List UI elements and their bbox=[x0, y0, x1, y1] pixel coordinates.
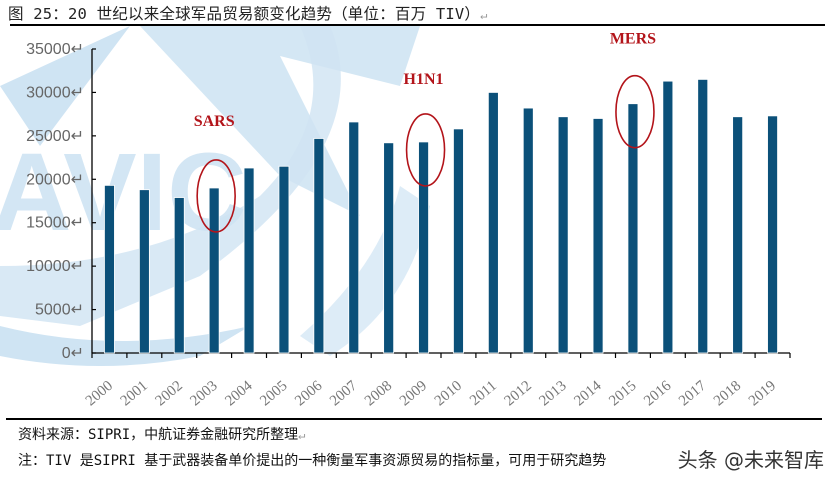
bar-2011 bbox=[487, 92, 499, 354]
x-tick-label: 2013 bbox=[536, 378, 569, 410]
bar-2004 bbox=[243, 167, 255, 354]
y-tick-label: 30000↵ bbox=[26, 84, 84, 101]
note-text: 注：TIV 是SIPRI 基于武器装备单价提出的一种衡量军事资源贸易的指标量，可… bbox=[18, 453, 607, 469]
x-tick-label: 2001 bbox=[118, 378, 151, 410]
return-mark: ↵ bbox=[480, 8, 488, 22]
footer-rule bbox=[6, 418, 822, 420]
x-tick-label: 2007 bbox=[327, 377, 361, 409]
return-mark: ↵ bbox=[298, 428, 306, 442]
watermark-text: AVIC bbox=[0, 131, 247, 254]
x-tick-label: 2009 bbox=[397, 378, 430, 410]
bar-2012 bbox=[522, 107, 534, 354]
bar-2000 bbox=[104, 184, 115, 354]
bar-chart: 0↵ 5000↵ 10000↵ 15000↵ 20000↵ 25000↵ 30000↵ 350… bbox=[26, 31, 791, 410]
bar-2010 bbox=[453, 128, 464, 354]
bar-2003 bbox=[208, 187, 220, 354]
bar-2002 bbox=[173, 197, 185, 354]
bar-2001 bbox=[138, 189, 150, 354]
bar-2015 bbox=[627, 103, 639, 354]
x-tick-label: 2019 bbox=[746, 378, 779, 410]
annotation-label-sars: SARS bbox=[194, 113, 235, 130]
x-tick-label: 2018 bbox=[711, 378, 744, 410]
bar-2005 bbox=[278, 165, 290, 354]
annotation-circle-h1n1 bbox=[405, 113, 446, 187]
x-tick-label: 2017 bbox=[676, 377, 710, 409]
bar-2007 bbox=[348, 121, 360, 354]
x-tick-label: 2006 bbox=[292, 377, 326, 409]
brand-watermark: 头条 @未来智库 bbox=[677, 448, 824, 472]
y-tick-label: 15000↵ bbox=[26, 215, 84, 232]
y-tick-label: 20000↵ bbox=[26, 171, 84, 188]
bar-2014 bbox=[592, 118, 604, 354]
x-tick-label: 2012 bbox=[502, 378, 535, 410]
y-tick-label: 10000↵ bbox=[26, 258, 84, 275]
y-tick-label: 25000↵ bbox=[26, 128, 84, 145]
bar-2017 bbox=[697, 79, 709, 354]
x-tick-label: 2016 bbox=[641, 377, 675, 409]
x-tick-label: 2002 bbox=[153, 378, 186, 410]
x-tick-label: 2015 bbox=[606, 378, 639, 410]
bar-2013 bbox=[557, 116, 569, 354]
bar-2018 bbox=[732, 116, 744, 354]
bar-2006 bbox=[313, 138, 325, 354]
bar-2008 bbox=[383, 142, 395, 354]
y-tick-label: 5000↵ bbox=[35, 302, 84, 319]
bar-2009 bbox=[418, 141, 429, 354]
x-tick-label: 2011 bbox=[467, 378, 500, 409]
x-tick-label: 2000 bbox=[83, 378, 116, 410]
figure-title: 图 25：20 世纪以来全球军品贸易额变化趋势（单位：百万 TIV）↵ bbox=[8, 5, 488, 23]
x-tick-label: 2003 bbox=[187, 378, 220, 410]
bar-2016 bbox=[662, 80, 674, 354]
annotation-circle-mers bbox=[615, 74, 655, 149]
annotation-label-mers: MERS bbox=[610, 31, 656, 48]
x-tick-label: 2004 bbox=[222, 377, 256, 409]
x-tick-label: 2005 bbox=[257, 378, 290, 410]
y-tick-label: 0↵ bbox=[62, 345, 84, 362]
title-rule bbox=[10, 24, 825, 26]
x-tick-label: 2010 bbox=[432, 378, 465, 410]
x-tick-label: 2008 bbox=[362, 378, 395, 410]
bar-2019 bbox=[767, 115, 778, 354]
y-tick-label: 35000↵ bbox=[26, 41, 84, 58]
annotation-circle-sars bbox=[196, 159, 236, 233]
source-text: 资料来源：SIPRI，中航证券金融研究所整理↵ bbox=[18, 427, 306, 443]
avic-watermark: AVIC bbox=[0, 26, 430, 366]
x-tick-label: 2014 bbox=[571, 377, 605, 409]
annotation-label-h1n1: H1N1 bbox=[404, 71, 444, 88]
